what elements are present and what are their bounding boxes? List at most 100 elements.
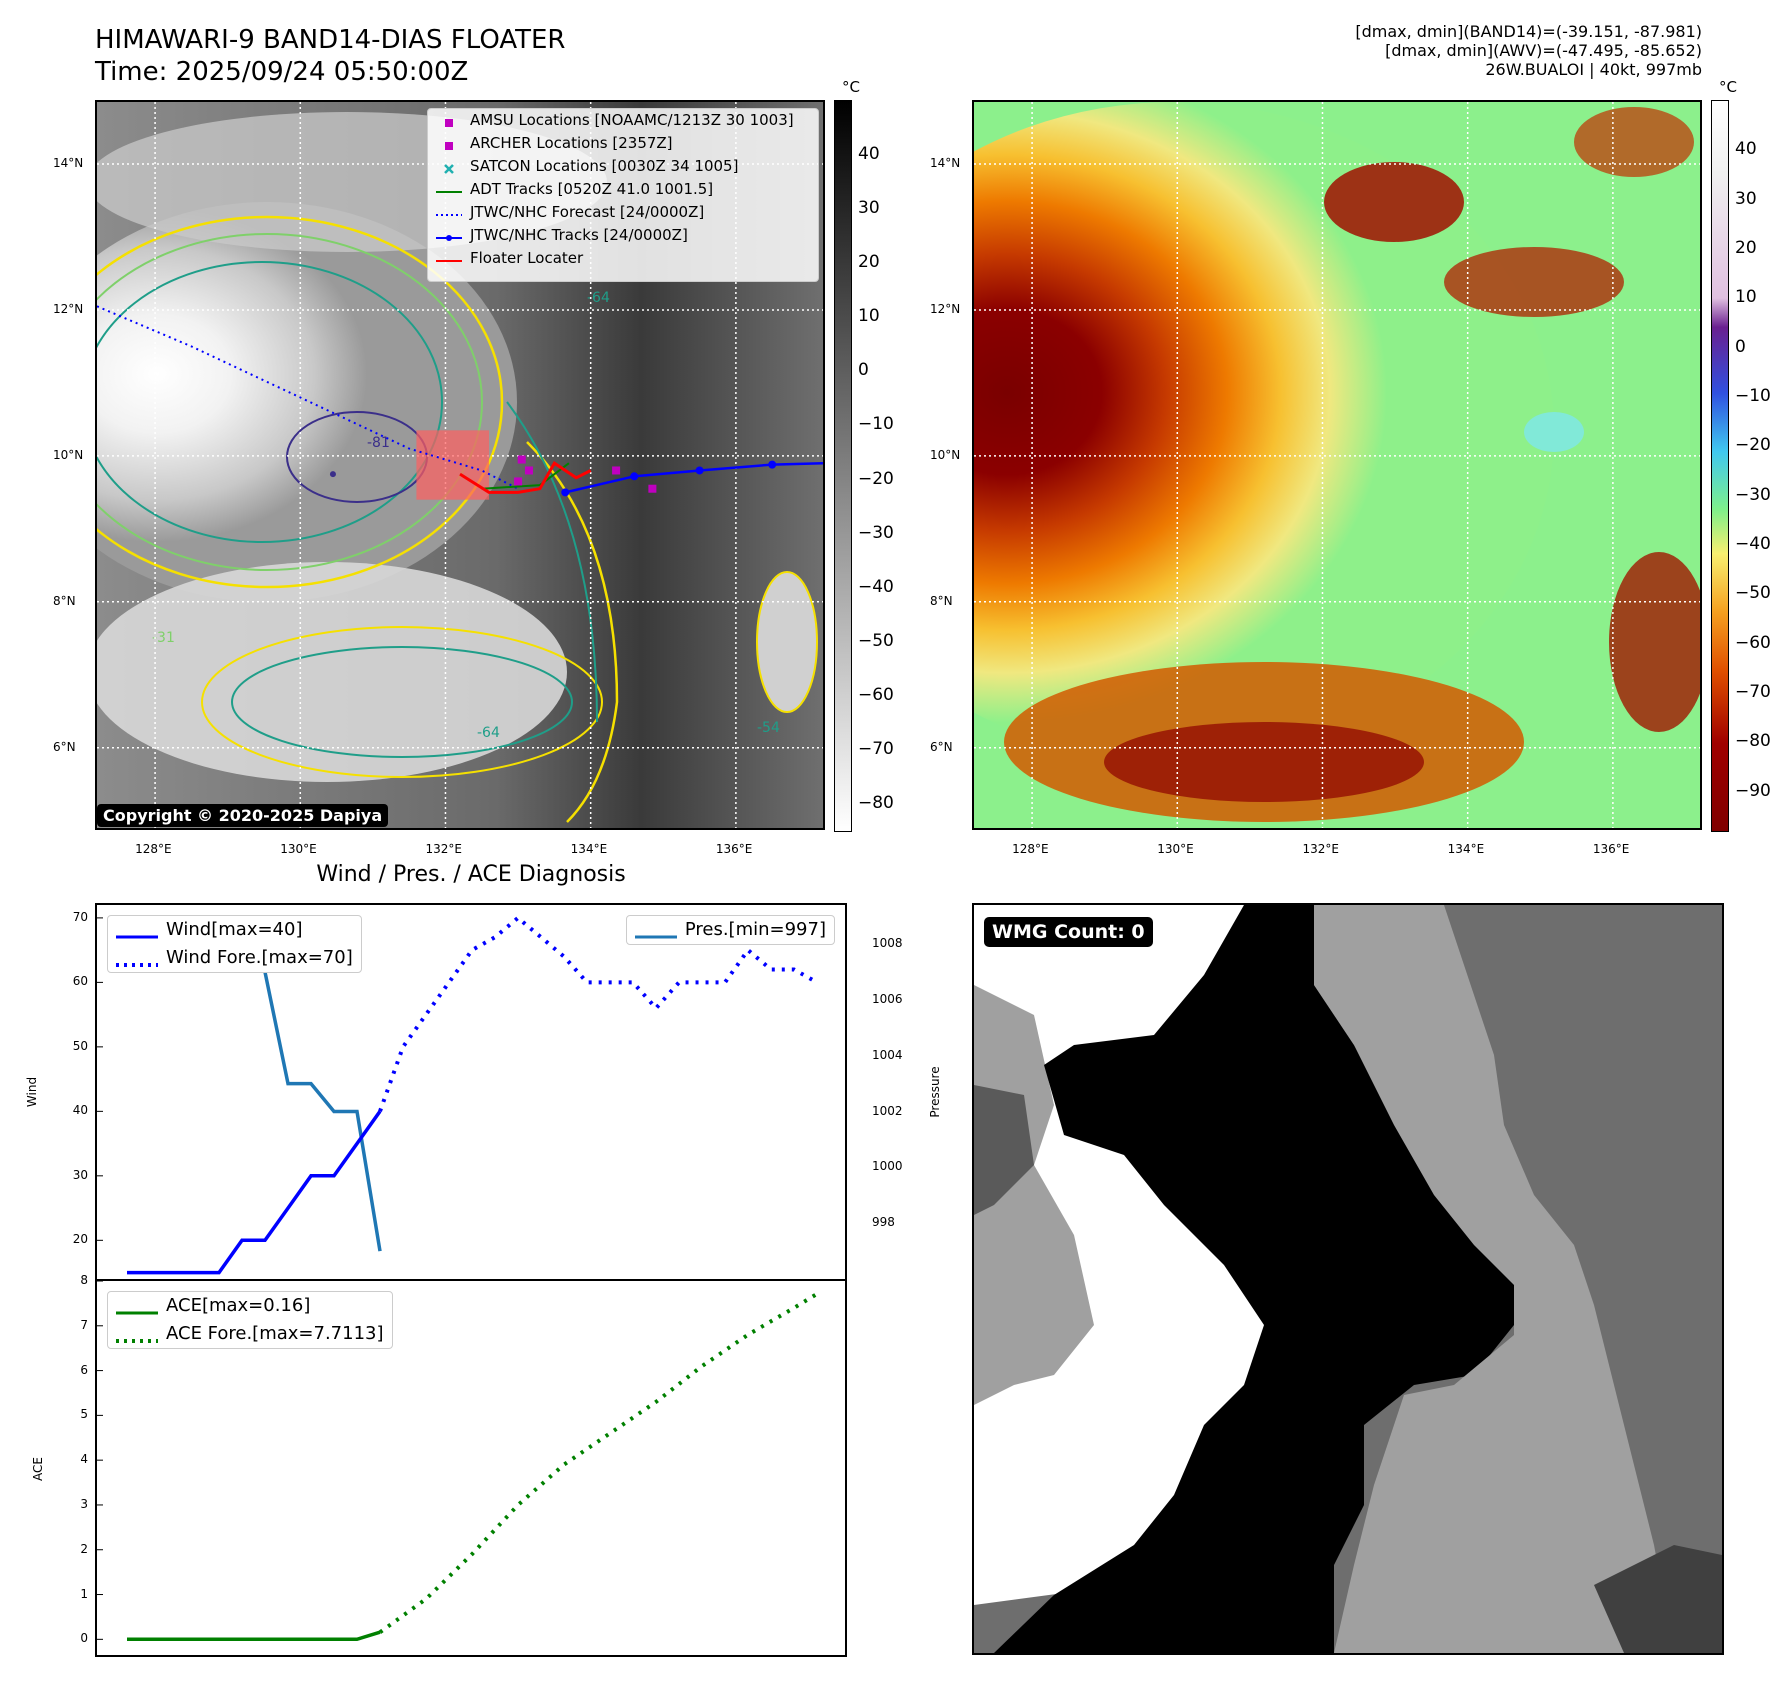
series-line-dotted — [378, 915, 818, 1112]
contour-teal-south — [231, 646, 573, 758]
lon-tick-label: 128°E — [1012, 842, 1049, 856]
legend-label: AMSU Locations [NOAAMC/1213Z 30 1003] — [470, 111, 794, 129]
contour-yellow-south — [201, 626, 603, 778]
contour-label: -64 — [587, 290, 610, 306]
legend-label: ARCHER Locations [2357Z] — [470, 134, 673, 152]
header-awv-range: [dmax, dmin](AWV)=(-47.495, -85.652) — [1385, 41, 1702, 60]
y-tick-label: 30 — [72, 1167, 88, 1182]
lat-tick-label: 8°N — [53, 593, 76, 608]
wmg-light-gray-east — [1314, 905, 1674, 1653]
legend-label: ACE[max=0.16] — [166, 1295, 311, 1316]
legend-label: Pres.[min=997] — [684, 919, 826, 940]
amsu-marker — [524, 466, 533, 475]
contour-light-green — [97, 233, 483, 571]
wmg-panel: WMG Count: 0 — [972, 903, 1724, 1655]
colorbar-tick-label: 0 — [858, 360, 869, 381]
left-map-panel: -81 -64 -64 -54 -31 AMSU Locations [NOAA… — [95, 100, 825, 830]
left-colorbar — [834, 100, 852, 832]
x-marker-icon — [436, 160, 462, 174]
right-map-svg — [974, 102, 1700, 828]
awv-east-cell — [1609, 552, 1700, 732]
series-line-solid — [127, 1110, 382, 1275]
lon-tick-label: 132°E — [425, 842, 462, 856]
colorbar-tick-label: −50 — [1735, 583, 1771, 604]
legend-jtwc-tracks: JTWC/NHC Tracks [24/0000Z] — [428, 224, 818, 247]
jtwc-track-point — [561, 488, 570, 497]
y-tick-label: 2 — [80, 1541, 88, 1556]
colorbar-tick-label: 20 — [1735, 237, 1757, 258]
lon-tick-label: 128°E — [135, 842, 172, 856]
storm-center-marker — [329, 471, 336, 478]
line-dot-icon — [436, 229, 462, 242]
colorbar-tick-label: 20 — [858, 252, 880, 273]
legend-label: JTWC/NHC Forecast [24/0000Z] — [470, 203, 705, 221]
copyright-badge: Copyright © 2020-2025 Dapiya — [97, 804, 389, 827]
lat-tick-label: 6°N — [53, 739, 76, 754]
square-marker-icon — [436, 114, 462, 127]
header-storm-info: 26W.BUALOI | 40kt, 997mb — [1485, 60, 1702, 79]
colorbar-tick-label: −70 — [858, 738, 894, 759]
storm-cloud-shield — [97, 202, 517, 602]
colorbar-tick-label: −80 — [858, 792, 894, 813]
legend-label: Wind[max=40] — [166, 919, 303, 940]
pressure-tick-label: 1008 — [872, 936, 903, 951]
y-tick-label: 4 — [80, 1452, 88, 1467]
y-tick-label: 20 — [72, 1232, 88, 1247]
pressure-tick-label: 1000 — [872, 1159, 903, 1174]
header-band14-range: [dmax, dmin](BAND14)=(-39.151, -87.981) — [1355, 22, 1702, 41]
line-marker-icon — [436, 252, 462, 265]
colorbar-tick-label: 30 — [858, 198, 880, 219]
east-cell — [756, 571, 818, 713]
y-tick-label: 8 — [80, 1273, 88, 1287]
awv-storm-core — [974, 102, 1554, 762]
header-info: [dmax, dmin](BAND14)=(-39.151, -87.981) … — [1355, 22, 1702, 79]
legend-label: JTWC/NHC Tracks [24/0000Z] — [470, 226, 688, 244]
pressure-axis-label: Pressure — [928, 1066, 942, 1118]
right-map-gridlines — [974, 102, 1700, 828]
contour-yellow — [97, 215, 504, 589]
left-map-legend: AMSU Locations [NOAAMC/1213Z 30 1003] AR… — [427, 108, 819, 282]
contour-label: -64 — [477, 725, 500, 741]
lon-tick-label: 130°E — [280, 842, 317, 856]
contour-label: -31 — [152, 630, 175, 646]
solid-line-icon — [634, 924, 677, 939]
awv-moist-patch — [1524, 412, 1584, 452]
colorbar-tick-label: −50 — [858, 630, 894, 651]
lat-tick-label: 10°N — [53, 447, 84, 462]
legend-adt: ADT Tracks [0520Z 41.0 1001.5] — [428, 178, 818, 201]
wind-pres-chart: Wind[max=40] Wind Fore.[max=70] Pres.[mi… — [95, 903, 847, 1281]
lon-tick-label: 136°E — [715, 842, 753, 856]
legend-label: Floater Locater — [470, 249, 584, 267]
wmg-light-gray-west — [974, 985, 1094, 1405]
colorbar-tick-label: −30 — [858, 522, 894, 543]
awv-south-core — [1104, 722, 1424, 802]
y-tick-label: 70 — [72, 909, 88, 924]
legend-jtwc-forecast: JTWC/NHC Forecast [24/0000Z] — [428, 201, 818, 224]
jtwc-track-point — [630, 472, 639, 481]
colorbar-tick-label: −90 — [1735, 780, 1771, 801]
legend-wind: Wind[max=40] — [108, 916, 361, 944]
y-tick-label: 3 — [80, 1496, 88, 1511]
square-marker-icon — [436, 137, 462, 150]
contour-teal — [97, 261, 443, 543]
y-tick-label: 40 — [72, 1103, 88, 1118]
series-line-solid — [127, 1630, 381, 1642]
colorbar-tick-label: 10 — [1735, 287, 1757, 308]
y-tick-label: 7 — [80, 1317, 88, 1332]
floater-locater-path — [459, 461, 592, 494]
lon-tick-label: 136°E — [1592, 842, 1630, 856]
dotted-line-icon — [116, 1328, 158, 1343]
colorbar-tick-label: −20 — [858, 468, 894, 489]
lat-tick-label: 10°N — [930, 447, 961, 462]
colorbar-tick-label: −40 — [1735, 533, 1771, 554]
legend-label: ADT Tracks [0520Z 41.0 1001.5] — [470, 180, 714, 198]
lat-tick-label: 14°N — [930, 156, 961, 171]
colorbar-tick-label: −60 — [1735, 632, 1771, 653]
colorbar-tick-label: 0 — [1735, 336, 1746, 357]
legend-label: ACE Fore.[max=7.7113] — [166, 1323, 384, 1344]
amsu-marker — [517, 455, 526, 464]
legend-label: SATCON Locations [0030Z 34 1005] — [470, 157, 739, 175]
ace-chart: ACE[max=0.16] ACE Fore.[max=7.7113] — [95, 1279, 847, 1657]
floater-locater-box — [416, 430, 490, 500]
pressure-legend: Pres.[min=997] — [625, 915, 835, 945]
